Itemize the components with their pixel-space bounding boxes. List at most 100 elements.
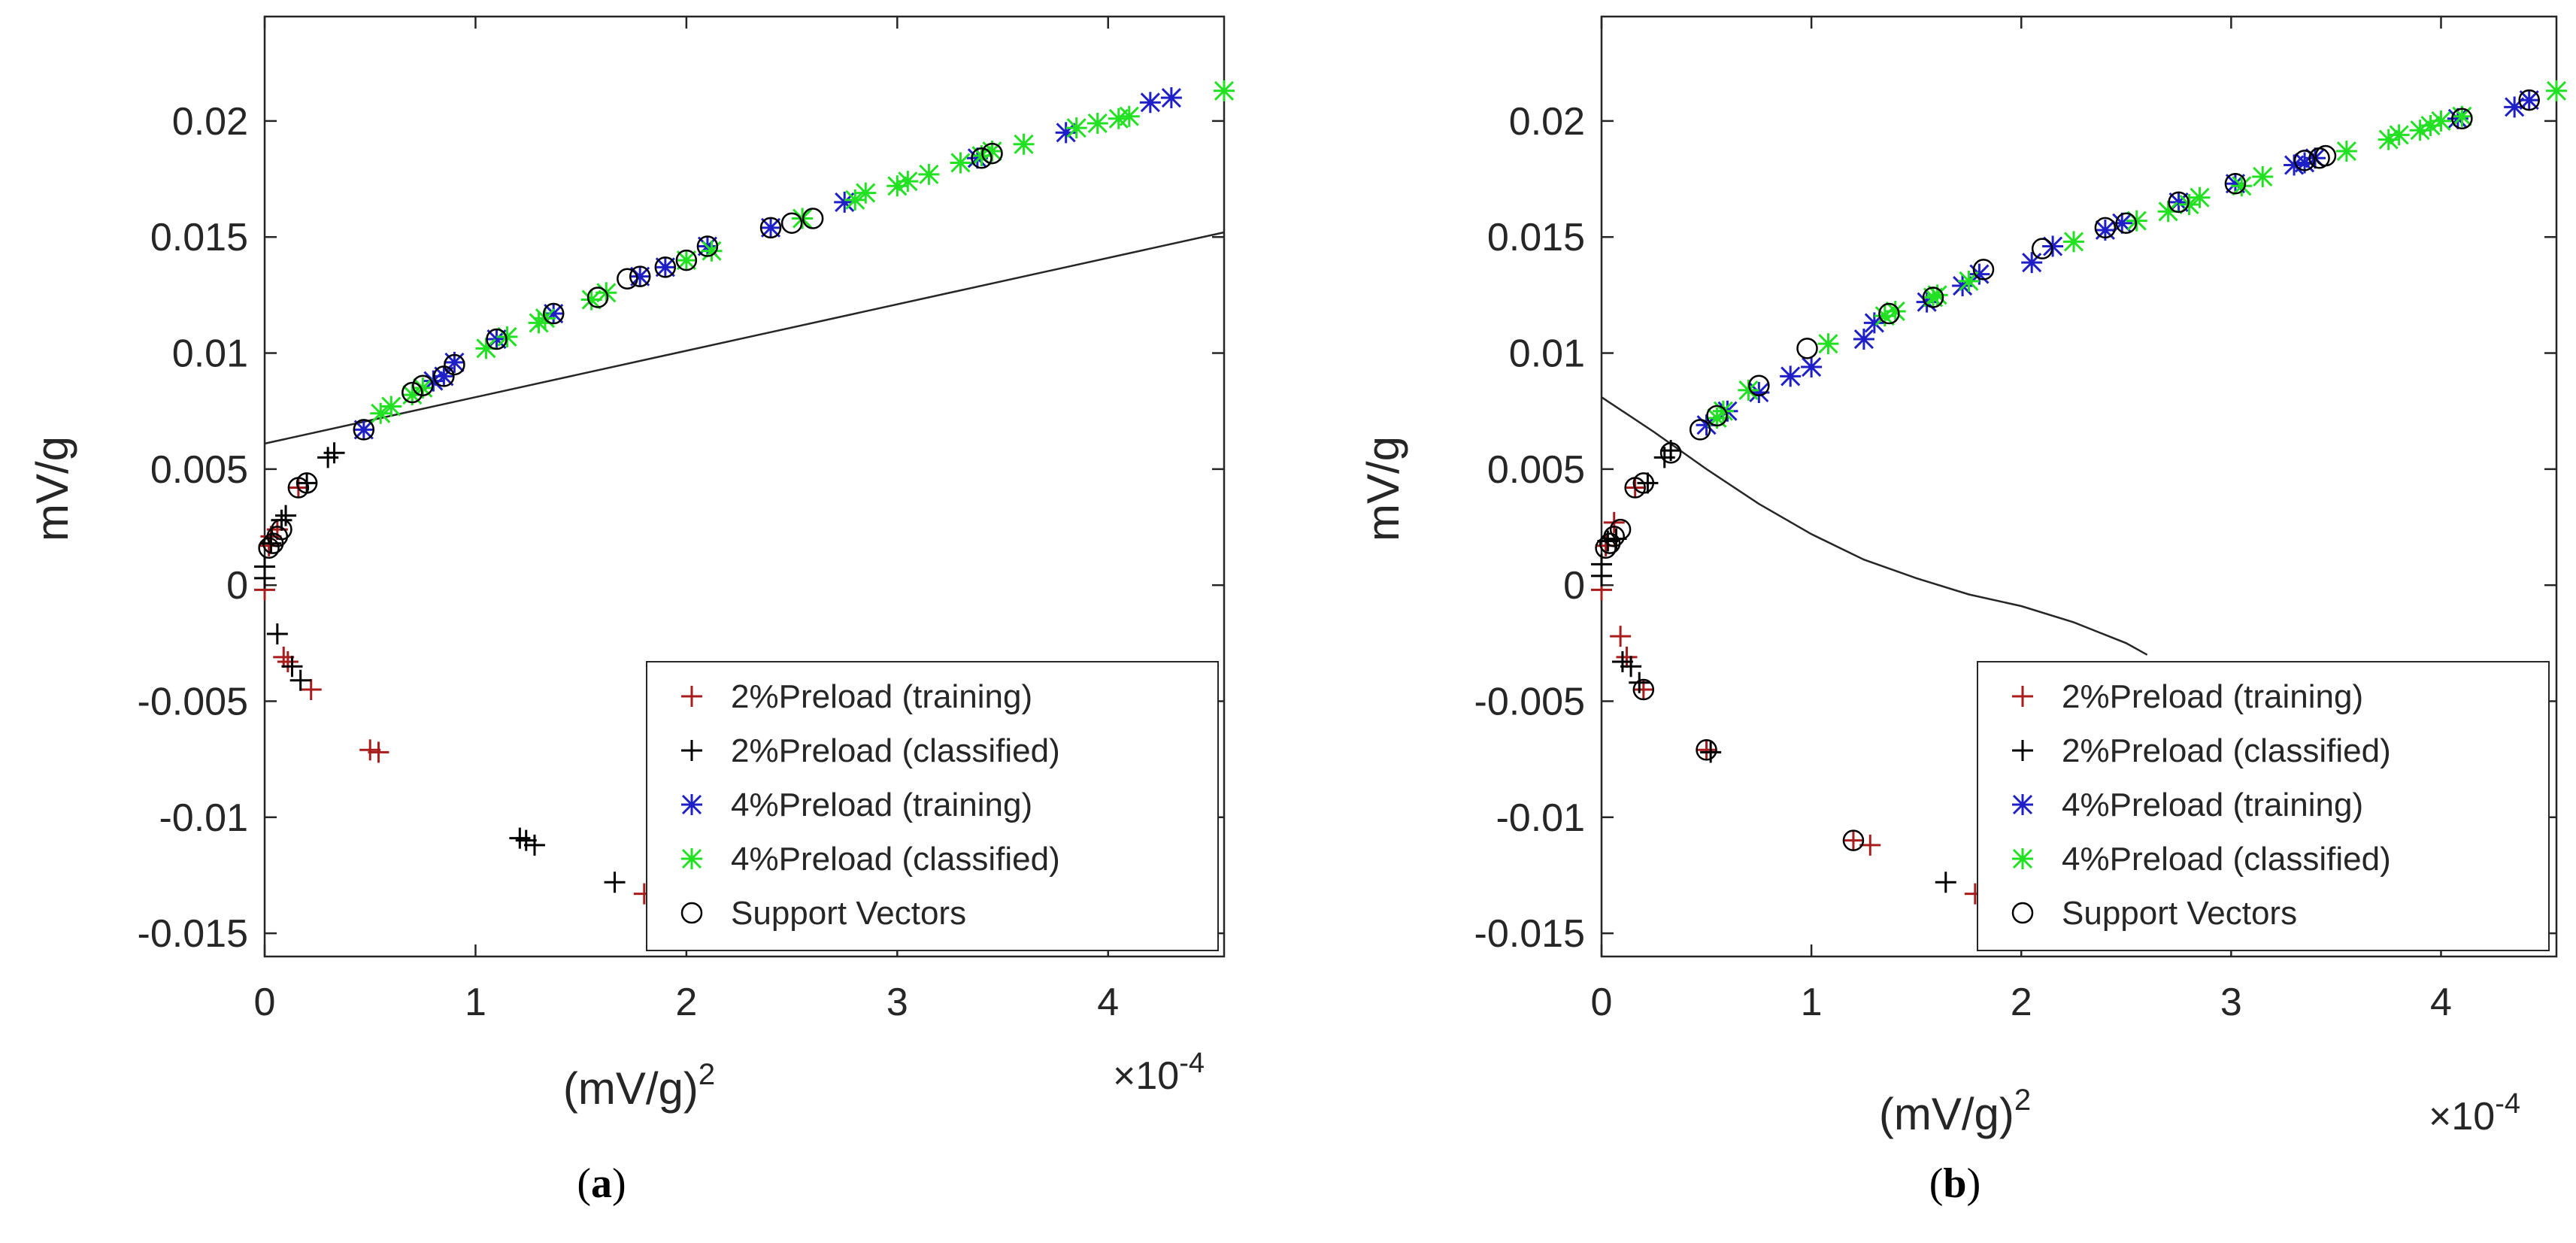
x-tick-label: 3 (886, 981, 908, 1024)
data-point (1139, 92, 1161, 114)
data-point (855, 182, 877, 204)
data-point (780, 212, 803, 234)
legend-marker (2011, 902, 2034, 924)
data-point (496, 326, 518, 347)
data-point (1659, 441, 1682, 464)
panel-caption: (a) (577, 1160, 626, 1207)
data-point (1065, 117, 1087, 139)
y-tick-label: -0.01 (159, 796, 248, 840)
data-point (760, 217, 782, 238)
panel-caption-letter: b (1943, 1160, 1966, 1207)
data-point (1610, 626, 1632, 647)
data-point (2231, 175, 2253, 197)
data-point (1632, 678, 1655, 701)
data-point (2126, 210, 2147, 232)
data-point (2178, 194, 2200, 215)
x-tick-label: 2 (675, 981, 697, 1024)
data-point (486, 328, 508, 350)
data-point (2518, 89, 2540, 111)
data-point (654, 256, 677, 278)
data-point (2189, 186, 2211, 208)
data-point (258, 537, 280, 559)
legend-label: Support Vectors (2062, 895, 2297, 932)
y-tick-label: -0.005 (1474, 680, 1585, 723)
data-point (1214, 80, 1235, 102)
x-tick-label: 4 (2430, 981, 2452, 1024)
data-point (2224, 172, 2247, 195)
data-point (266, 623, 288, 644)
data-point (380, 396, 402, 417)
data-point (844, 189, 866, 211)
y-tick-label: 0 (1563, 564, 1585, 608)
legend-marker (2012, 848, 2033, 869)
series-support-vectors (1595, 89, 2540, 851)
data-point (971, 147, 993, 169)
data-point (2284, 154, 2305, 176)
panel-caption-close: ) (1967, 1160, 1981, 1207)
data-point (353, 419, 375, 441)
data-point (1796, 338, 1818, 359)
legend-box (646, 661, 1219, 951)
data-point (423, 370, 444, 392)
data-point (981, 141, 1003, 162)
data-point (542, 302, 565, 325)
data-point (918, 163, 940, 185)
data-point (1609, 518, 1632, 541)
x-axis-label: (mV/g)2 (563, 1058, 715, 1114)
data-point (2168, 191, 2190, 213)
x-exponent-label: ×10-4 (2429, 1088, 2520, 1138)
data-point (2042, 235, 2064, 257)
legend-marker (2012, 686, 2033, 707)
data-point (1160, 87, 1182, 109)
data-point (1689, 419, 1711, 441)
legend-label: 4%Preload (classified) (2062, 841, 2391, 878)
data-point (2388, 124, 2410, 146)
data-point (1632, 472, 1655, 494)
data-point (2335, 141, 2357, 162)
data-point (2115, 212, 2138, 234)
data-point (543, 303, 565, 325)
data-point (370, 402, 392, 424)
data-point (1013, 133, 1035, 155)
data-point (402, 381, 423, 404)
data-point (2451, 105, 2473, 127)
data-point (1595, 537, 1617, 559)
data-point (1748, 382, 1770, 403)
legend-label: 2%Preload (classified) (731, 732, 1060, 769)
data-point (402, 384, 423, 406)
legend-label: 4%Preload (classified) (731, 841, 1060, 878)
data-point (1696, 739, 1717, 761)
data-point (1086, 112, 1108, 134)
data-point (1874, 305, 1896, 327)
data-point (2031, 238, 2053, 259)
data-point (1916, 291, 1938, 313)
y-tick-label: 0.015 (150, 216, 248, 259)
data-point (1863, 312, 1885, 334)
data-point (617, 268, 638, 290)
legend-label: 4%Preload (training) (731, 787, 1032, 823)
data-point (675, 250, 697, 271)
data-point (1968, 263, 1990, 285)
data-point (1712, 400, 1734, 422)
data-point (275, 505, 297, 526)
data-point (1842, 829, 1865, 851)
data-point (981, 142, 1003, 165)
data-point (1696, 414, 1717, 436)
y-tick-label: 0.005 (1487, 448, 1585, 492)
x-tick-label: 0 (1591, 981, 1613, 1024)
data-point (1972, 259, 1995, 280)
data-point (2504, 96, 2526, 118)
data-point (515, 829, 537, 851)
data-point (1952, 275, 1974, 297)
data-point (2157, 201, 2179, 223)
data-point (1859, 834, 1881, 856)
x-axis-label: (mV/g)2 (1879, 1084, 2031, 1139)
y-tick-label: -0.01 (1496, 796, 1585, 840)
y-tick-label: 0.015 (1487, 216, 1585, 259)
data-point (273, 646, 295, 668)
data-point (2305, 147, 2326, 169)
data-point (444, 351, 465, 373)
data-point (1780, 365, 1802, 387)
x-exponent-base: ×10 (2429, 1095, 2495, 1138)
data-point (2294, 152, 2316, 174)
